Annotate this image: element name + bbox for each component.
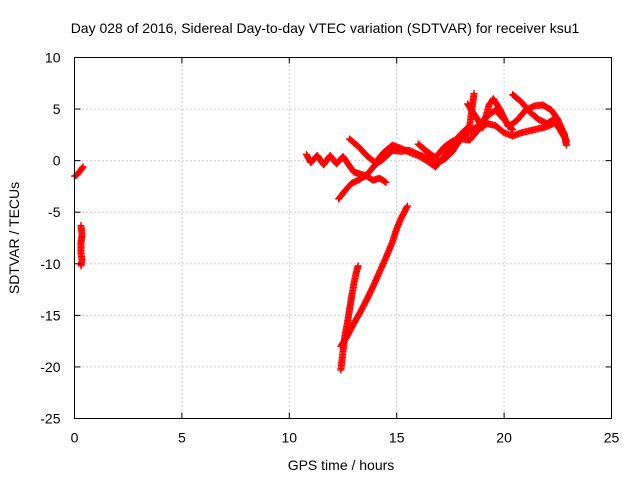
y-tick-label: 5 [53, 101, 61, 117]
y-axis-label: SDTVAR / TECUs [6, 182, 22, 294]
chart-title: Day 028 of 2016, Sidereal Day-to-day VTE… [71, 20, 580, 36]
y-tick-label: -15 [40, 307, 60, 323]
data-point [470, 90, 478, 98]
data-point [560, 133, 568, 141]
x-tick-label: 5 [178, 430, 186, 446]
x-tick-label: 0 [71, 430, 79, 446]
data-point [79, 163, 87, 171]
data-point [78, 164, 86, 172]
data-point [77, 262, 85, 270]
data-point [403, 203, 411, 211]
x-tick-label: 10 [282, 430, 298, 446]
x-axis-label: GPS time / hours [288, 457, 395, 473]
x-tick-label: 15 [389, 430, 405, 446]
data-point [382, 178, 390, 186]
plot-frame [74, 57, 612, 419]
data-point [560, 132, 568, 140]
data-point [354, 262, 362, 270]
x-tick-label: 20 [496, 430, 512, 446]
y-tick-label: -10 [40, 256, 60, 272]
x-tick-label: 25 [604, 430, 620, 446]
data-point [403, 202, 411, 210]
data-points [71, 90, 570, 374]
y-tick-label: -25 [40, 411, 60, 427]
y-tick-label: 10 [45, 50, 61, 66]
y-tick-label: -20 [40, 359, 60, 375]
y-tick-label: 0 [53, 153, 61, 169]
data-point [381, 177, 389, 185]
y-tick-label: -5 [48, 204, 61, 220]
data-point [562, 137, 570, 145]
axis-ticks: 0 5 10 15 20 25 -25 -20 -15 -10 -5 0 5 10 [40, 50, 619, 446]
